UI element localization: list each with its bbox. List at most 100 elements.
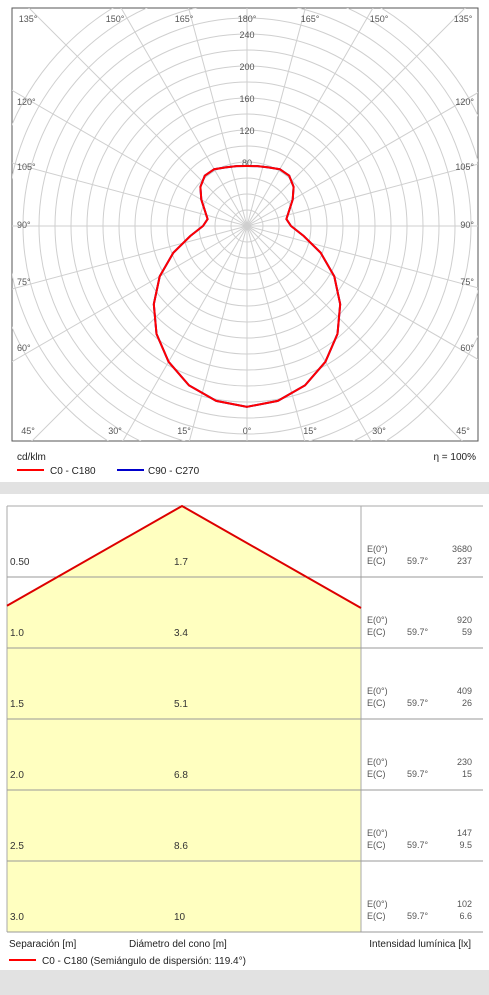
polar-radial-tick: 120 — [239, 126, 254, 136]
polar-spoke — [246, 8, 466, 227]
separator-band — [0, 482, 489, 494]
row-ec-angle: 59.7° — [407, 556, 429, 566]
row-separation: 2.0 — [10, 770, 24, 781]
polar-curve-c0-c180 — [152, 164, 342, 408]
row-separation: 1.5 — [10, 699, 24, 710]
polar-angle-label-top: 180° — [238, 14, 257, 24]
row-ec-value: 26 — [462, 698, 472, 708]
polar-diagram-panel: 135° 150° 165° 180° 165° 150° 135° 45° 30° 15° 0° 1… — [0, 0, 489, 482]
row-separation: 1.0 — [10, 628, 24, 639]
polar-diagram: 135° 150° 165° 180° 165° 150° 135° 45° 30° 15° 0° 1… — [11, 7, 479, 477]
row-diameter: 8.6 — [174, 841, 188, 852]
polar-angle-label-top: 165° — [301, 14, 320, 24]
row-e0-value: 920 — [457, 615, 472, 625]
row-e0-label: E(0°) — [367, 615, 388, 625]
polar-curves — [152, 164, 342, 408]
polar-angle-label-left: 120° — [17, 97, 36, 107]
polar-spoke — [122, 225, 248, 441]
row-e0-label: E(0°) — [367, 828, 388, 838]
cone-outline — [6, 504, 362, 609]
polar-efficiency: η = 100% — [433, 452, 476, 463]
row-e0-label: E(0°) — [367, 544, 388, 554]
polar-angle-label-bottom: 30° — [108, 426, 122, 436]
polar-spoke — [246, 225, 306, 441]
polar-angle-label-left: 105° — [17, 162, 36, 172]
row-e0-label: E(0°) — [367, 757, 388, 767]
legend-c0-label: C0 - C180 — [50, 466, 96, 477]
polar-angle-label-top: 150° — [370, 14, 389, 24]
row-ec-value: 59 — [462, 627, 472, 637]
cone-row: 2.5 8.6 E(0°) 147 E(C) 59.7° 9.5 — [10, 828, 472, 852]
row-diameter: 5.1 — [174, 699, 188, 710]
cone-legend-label: C0 - C180 (Semiángulo de dispersión: 119… — [42, 956, 246, 967]
polar-angle-label-left: 60° — [17, 343, 31, 353]
polar-angle-label-top: 135° — [19, 14, 38, 24]
row-separation: 3.0 — [10, 912, 24, 923]
row-e0-value: 147 — [457, 828, 472, 838]
cone-diagram: 0.50 1.7 E(0°) 3680 E(C) 59.7° 237 1.0 3.4 E(0°) 9… — [6, 504, 483, 967]
polar-spoke — [246, 225, 372, 441]
cone-row: 0.50 1.7 E(0°) 3680 E(C) 59.7° 237 — [10, 544, 472, 568]
polar-spoke — [246, 225, 478, 289]
polar-angle-label-bottom: 15° — [177, 426, 191, 436]
row-ec-label: E(C) — [367, 840, 386, 850]
row-e0-label: E(0°) — [367, 899, 388, 909]
polar-angle-label-right: 90° — [460, 220, 474, 230]
footer-separation: Separación [m] — [9, 939, 76, 950]
row-ec-angle: 59.7° — [407, 769, 429, 779]
polar-angle-label-bottom: 45° — [21, 426, 35, 436]
polar-angle-label-bottom: 45° — [456, 426, 470, 436]
polar-angle-label-bottom: 30° — [372, 426, 386, 436]
polar-angle-label-left: 75° — [17, 277, 31, 287]
row-e0-value: 230 — [457, 757, 472, 767]
row-ec-value: 237 — [457, 556, 472, 566]
row-diameter: 1.7 — [174, 557, 188, 568]
polar-angle-label-top: 165° — [175, 14, 194, 24]
polar-angle-label-right: 120° — [455, 97, 474, 107]
footer-intensity: Intensidad lumínica [lx] — [369, 939, 471, 950]
polar-spoke — [246, 8, 306, 227]
polar-unit-label: cd/klm — [17, 452, 46, 463]
row-ec-angle: 59.7° — [407, 627, 429, 637]
polar-radial-tick: 200 — [239, 62, 254, 72]
polar-spoke — [246, 8, 374, 227]
polar-radial-tick: 240 — [239, 30, 254, 40]
row-ec-value: 15 — [462, 769, 472, 779]
polar-angle-label-right: 60° — [460, 343, 474, 353]
row-ec-value: 6.6 — [459, 911, 472, 921]
polar-spoke — [12, 162, 248, 227]
polar-spoke — [246, 225, 463, 441]
row-ec-label: E(C) — [367, 911, 386, 921]
polar-spoke — [246, 92, 478, 227]
row-diameter: 10 — [174, 912, 186, 923]
polar-angle-label-right: 105° — [455, 162, 474, 172]
bottom-band — [0, 970, 489, 995]
cone-diagram-panel: 0.50 1.7 E(0°) 3680 E(C) 59.7° 237 1.0 3.4 E(0°) 9… — [0, 494, 489, 970]
row-ec-angle: 59.7° — [407, 840, 429, 850]
row-separation: 0.50 — [10, 557, 30, 568]
polar-radial-tick: 80 — [242, 158, 252, 168]
polar-spoke — [120, 8, 248, 227]
polar-spoke — [188, 8, 248, 227]
footer-diameter: Diámetro del cono [m] — [129, 939, 227, 950]
polar-spoke — [188, 225, 248, 441]
row-e0-value: 409 — [457, 686, 472, 696]
row-e0-label: E(0°) — [367, 686, 388, 696]
legend-c90-label: C90 - C270 — [148, 466, 200, 477]
row-ec-label: E(C) — [367, 556, 386, 566]
polar-angle-label-left: 90° — [17, 220, 31, 230]
cone-row: 2.0 6.8 E(0°) 230 E(C) 59.7° 15 — [10, 757, 472, 781]
row-separation: 2.5 — [10, 841, 24, 852]
cone-grid — [6, 505, 483, 933]
polar-radial-tick: 160 — [239, 94, 254, 104]
row-ec-value: 9.5 — [459, 840, 472, 850]
polar-angle-label-top: 150° — [106, 14, 125, 24]
polar-angle-label-top: 135° — [454, 14, 473, 24]
row-e0-value: 102 — [457, 899, 472, 909]
row-diameter: 3.4 — [174, 628, 188, 639]
cone-row: 1.0 3.4 E(0°) 920 E(C) 59.7° 59 — [10, 615, 472, 639]
row-ec-label: E(C) — [367, 698, 386, 708]
polar-angle-label-right: 75° — [460, 277, 474, 287]
row-ec-label: E(C) — [367, 627, 386, 637]
polar-spoke — [246, 163, 478, 227]
